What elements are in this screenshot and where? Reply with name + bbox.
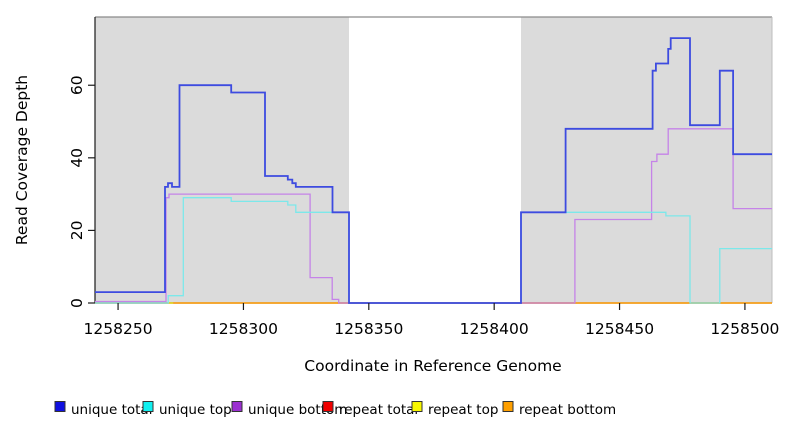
legend-label: repeat total xyxy=(339,402,418,418)
shaded-band xyxy=(521,17,772,303)
legend-item-unique-top: unique top xyxy=(142,401,232,418)
y-axis-title: Read Coverage Depth xyxy=(13,75,31,245)
x-axis-title: Coordinate in Reference Genome xyxy=(304,357,561,375)
legend: unique total unique top unique bottomrepea… xyxy=(54,401,616,418)
legend-label: unique total xyxy=(71,402,152,418)
legend-label: repeat top xyxy=(428,402,498,418)
legend-label: repeat bottom xyxy=(519,402,616,418)
legend-swatch xyxy=(231,401,243,412)
series-unique-total xyxy=(95,37,772,304)
axis-tick-layer: 1258250 1258300 1258350 1258400 1258450 12585… xyxy=(68,75,779,338)
x-tick-label: 1258400 xyxy=(460,320,529,338)
x-tick-label: 1258450 xyxy=(585,320,654,338)
legend-item-repeat-total: repeat total xyxy=(322,401,418,418)
legend-swatch xyxy=(54,401,66,412)
series-unique-top xyxy=(95,197,772,304)
x-tick-label: 1258500 xyxy=(710,320,779,338)
x-tick-label: 1258300 xyxy=(209,320,278,338)
y-tick-label: 20 xyxy=(68,221,86,241)
legend-item-repeat-bottom: repeat bottom xyxy=(502,401,616,418)
shaded-band xyxy=(95,17,350,303)
legend-label: unique top xyxy=(159,402,232,418)
y-tick-label: 40 xyxy=(68,148,86,168)
legend-item-unique-total: unique total xyxy=(54,401,152,418)
y-tick-label: 0 xyxy=(68,298,86,308)
x-tick-label: 1258250 xyxy=(84,320,153,338)
series-layer xyxy=(95,37,772,304)
legend-swatch xyxy=(142,401,154,412)
shaded-region-layer xyxy=(95,17,772,303)
x-tick-label: 1258350 xyxy=(334,320,403,338)
y-tick-label: 60 xyxy=(68,75,86,95)
legend-swatch xyxy=(411,401,423,412)
legend-item-repeat-top: repeat top xyxy=(411,401,498,418)
legend-swatch xyxy=(322,401,334,412)
legend-swatch xyxy=(502,401,514,412)
